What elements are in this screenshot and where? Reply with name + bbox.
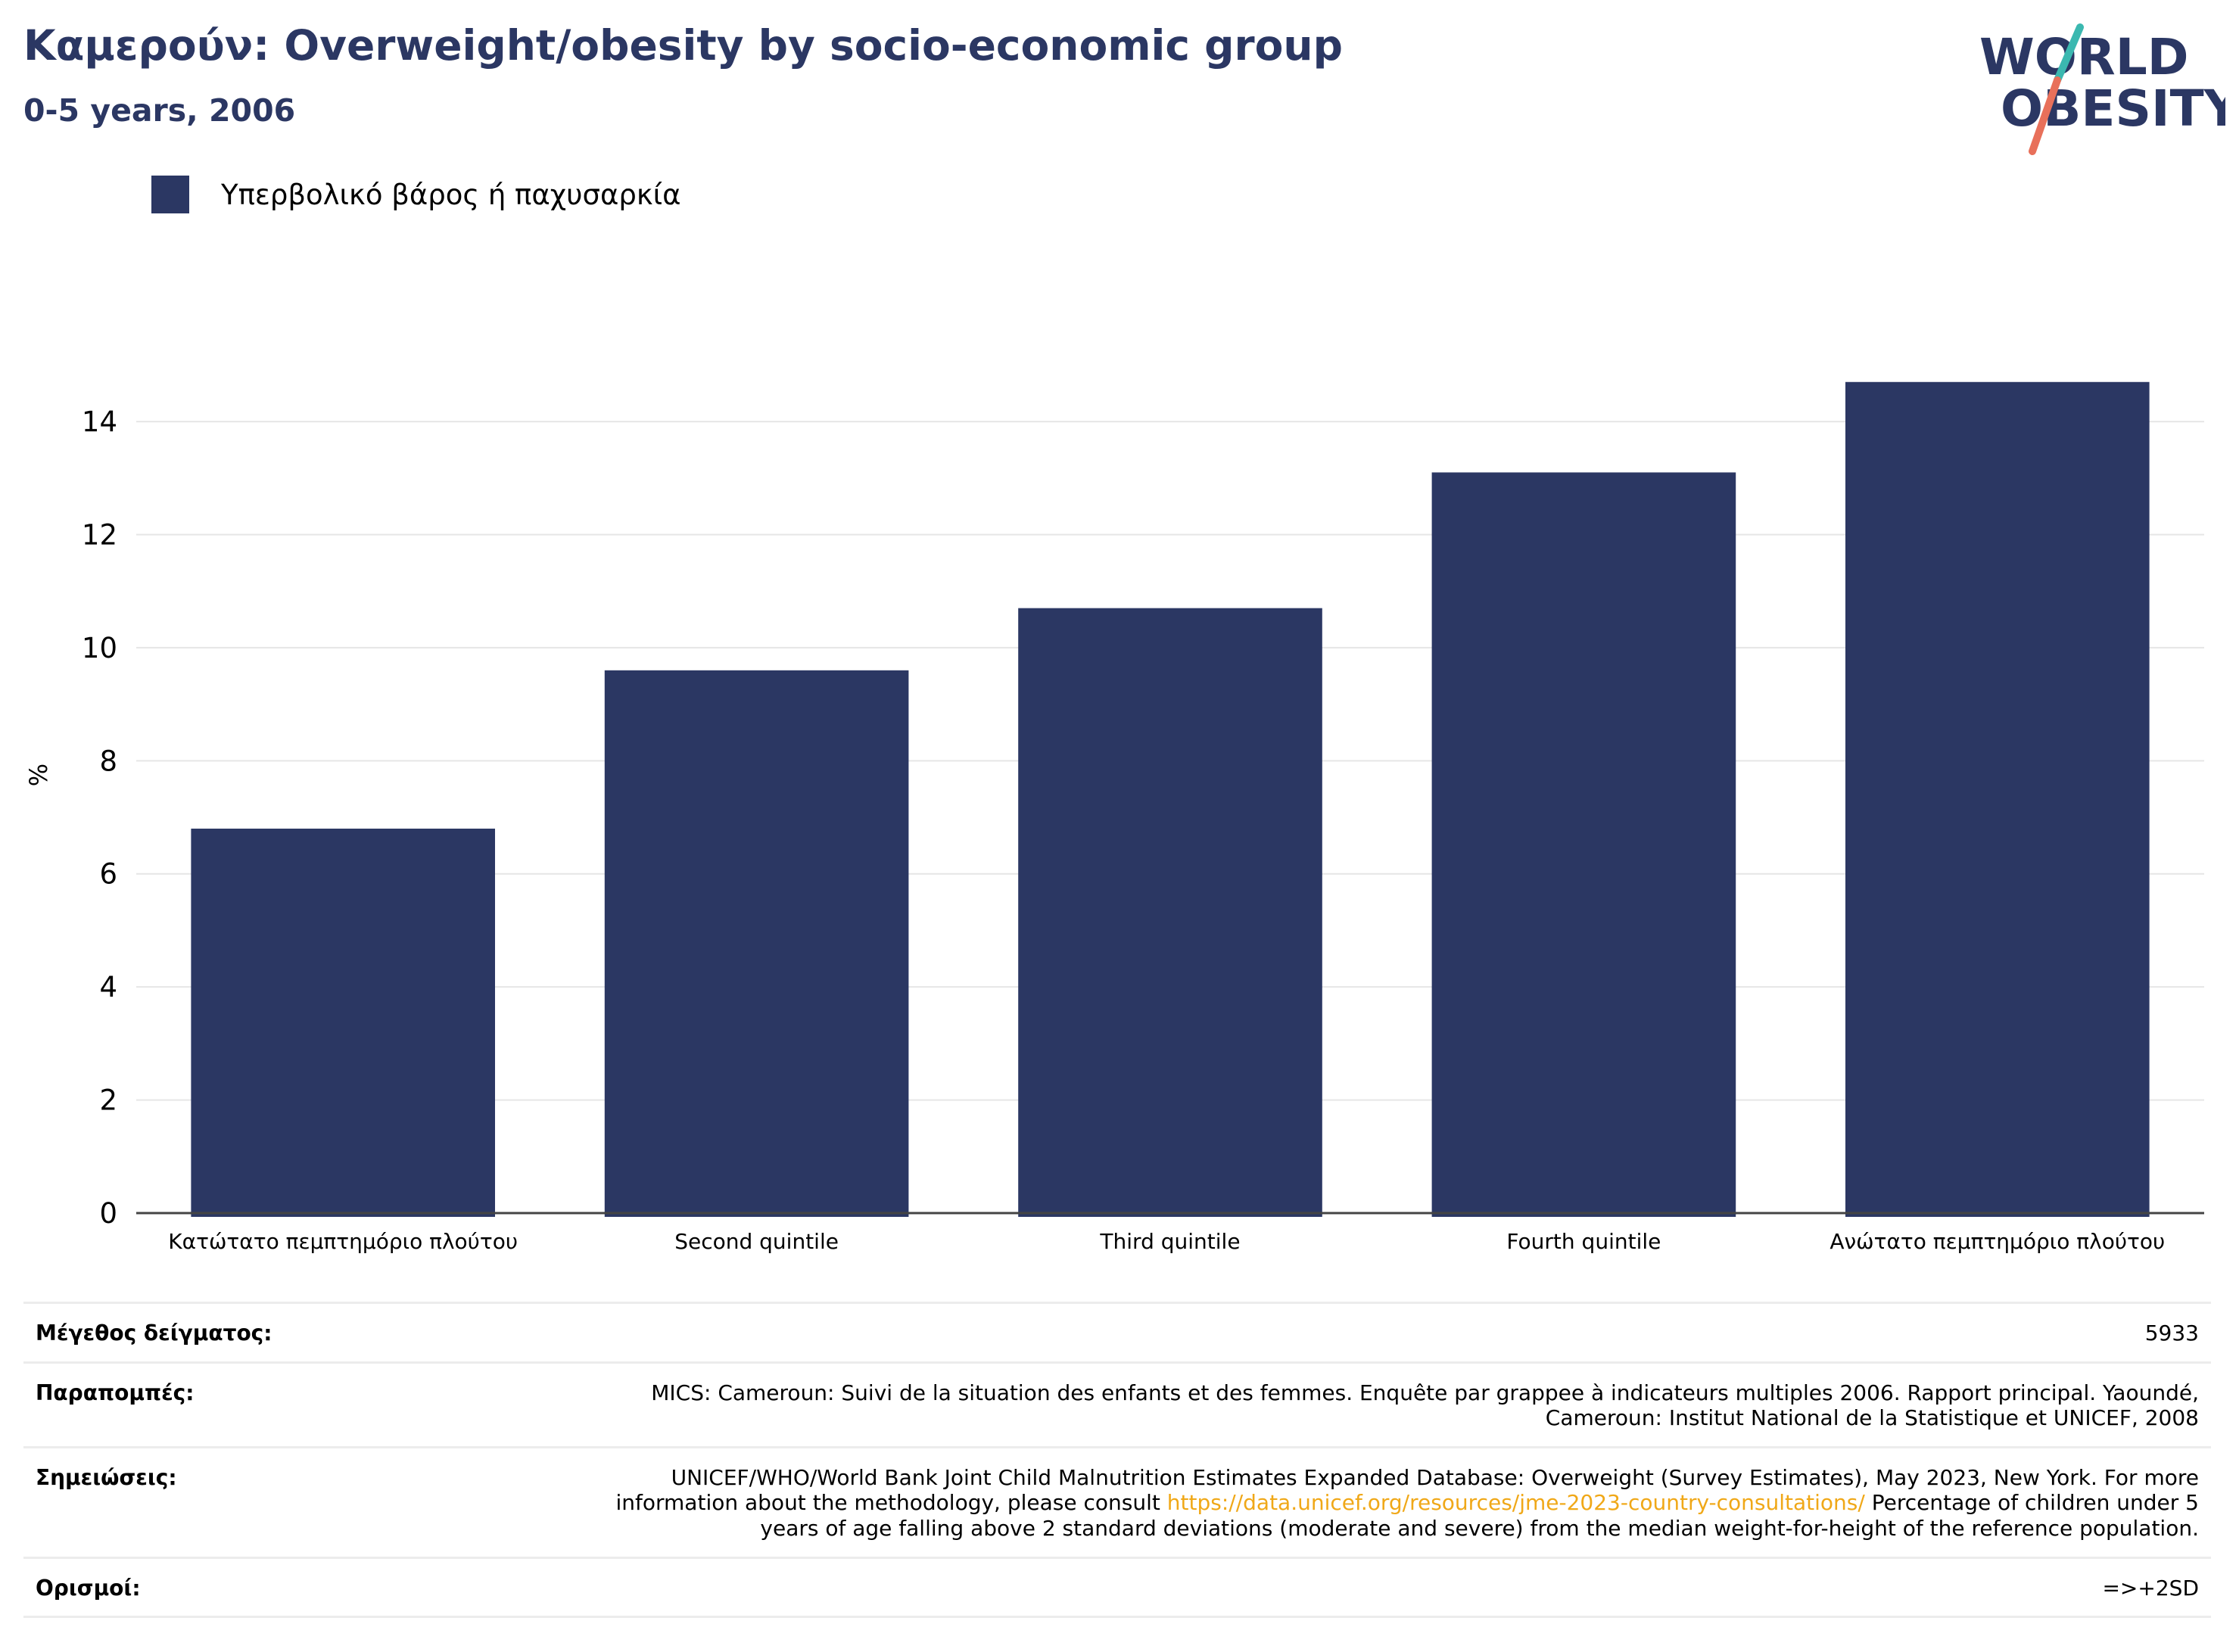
- y-tick-label: 12: [82, 518, 117, 551]
- notes-text-after: Percentage of children under 5 years of …: [760, 1490, 2199, 1541]
- y-tick-label: 6: [99, 858, 117, 891]
- methodology-link[interactable]: https://data.unicef.org/resources/jme-20…: [1166, 1490, 1865, 1516]
- x-axis-labels: Κατώτατο πεμπτημόριο πλούτου Second quint…: [168, 1229, 2165, 1254]
- metadata-table: Μέγεθος δείγματος: 5933 Παραπομπές: MICS…: [23, 1302, 2211, 1619]
- y-axis-ticks: 0 2 4 6 8 10 12 14: [82, 406, 117, 1230]
- y-tick-label: 2: [99, 1084, 117, 1117]
- x-tick-label: Fourth quintile: [1506, 1229, 1661, 1254]
- notes-value: UNICEF/WHO/World Bank Joint Child Malnut…: [571, 1464, 2200, 1542]
- definitions-value: =>+2SD: [2102, 1575, 2199, 1601]
- logo-slash-top: [2054, 23, 2084, 84]
- bar[interactable]: [1018, 608, 1322, 1217]
- bar-chart: 0 2 4 6 8 10 12 14 Κατώτατο πεμπτημόριο πλούτου…: [24, 381, 2204, 1254]
- y-tick-label: 14: [82, 406, 117, 438]
- references-value: MICS: Cameroun: Suivi de la situation de…: [651, 1380, 2199, 1431]
- chart-legend[interactable]: Υπερβολικό βάρος ή παχυσαρκία: [151, 176, 681, 213]
- x-tick-label: Third quintile: [1099, 1229, 1240, 1254]
- chart-title: Καμερούν: Overweight/obesity by socio-ec…: [23, 21, 1343, 70]
- y-tick-label: 10: [82, 632, 117, 664]
- x-tick-label: Second quintile: [674, 1229, 839, 1254]
- x-tick-label: Ανώτατο πεμπτημόριο πλούτου: [1830, 1229, 2165, 1254]
- chart-subtitle: 0-5 years, 2006: [23, 92, 296, 129]
- bar[interactable]: [1431, 472, 1736, 1217]
- bar[interactable]: [1845, 381, 2150, 1218]
- notes-label: Σημειώσεις:: [36, 1464, 177, 1490]
- y-axis-label: %: [24, 764, 53, 786]
- notes-row: Σημειώσεις: UNICEF/WHO/World Bank Joint …: [23, 1445, 2211, 1557]
- x-tick-label: Κατώτατο πεμπτημόριο πλούτου: [168, 1229, 518, 1254]
- logo-word-world: WORLD: [1979, 28, 2189, 86]
- y-tick-label: 0: [99, 1197, 117, 1230]
- chart-bars: [191, 381, 2150, 1218]
- definitions-label: Ορισμοί:: [36, 1575, 141, 1601]
- references-row: Παραπομπές: MICS: Cameroun: Suivi de la …: [23, 1361, 2211, 1446]
- legend-swatch: [151, 176, 189, 213]
- definitions-row: Ορισμοί: =>+2SD: [23, 1556, 2211, 1619]
- world-obesity-logo: WORLD OBESITY: [1979, 23, 2225, 155]
- sample-size-row: Μέγεθος δείγματος: 5933: [23, 1302, 2211, 1361]
- notes-text-before: UNICEF/WHO/World Bank Joint Child Malnut…: [615, 1464, 2200, 1516]
- bar[interactable]: [604, 670, 909, 1217]
- sample-size-value: 5933: [2144, 1321, 2199, 1346]
- sample-size-label: Μέγεθος δείγματος:: [36, 1321, 272, 1346]
- y-tick-label: 4: [99, 971, 117, 1003]
- bar[interactable]: [191, 828, 496, 1217]
- logo-slash-bottom: [2029, 76, 2061, 155]
- y-tick-label: 8: [99, 745, 117, 777]
- legend-label: Υπερβολικό βάρος ή παχυσαρκία: [221, 178, 681, 211]
- references-label: Παραπομπές:: [36, 1380, 195, 1405]
